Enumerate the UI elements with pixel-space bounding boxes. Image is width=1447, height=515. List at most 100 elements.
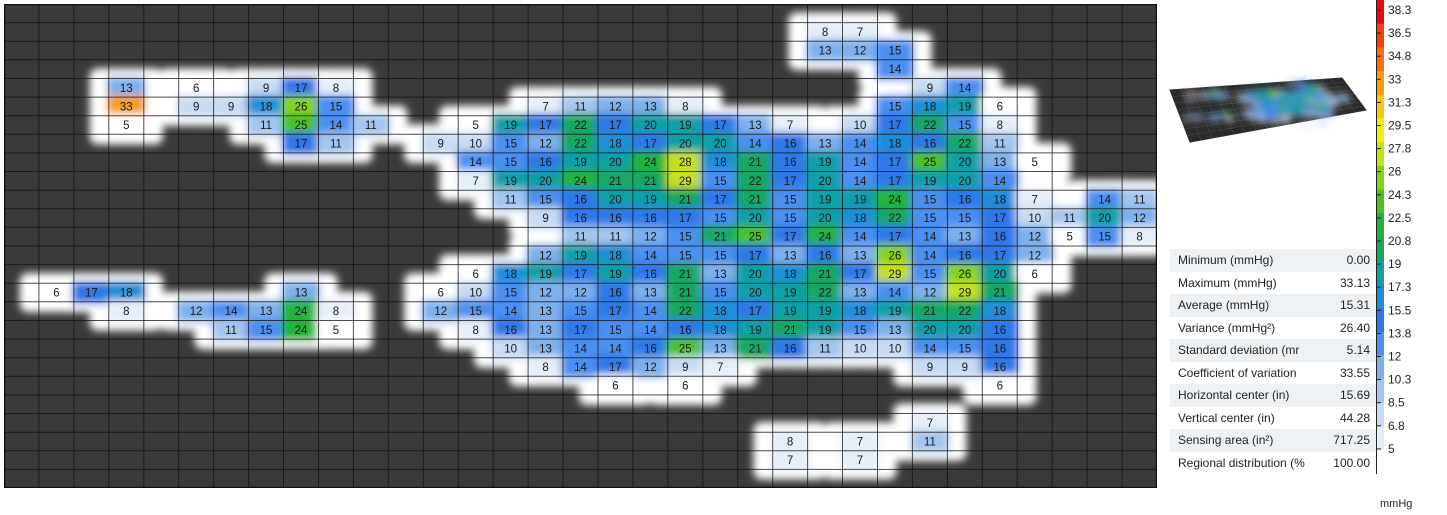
preview-blob bbox=[1284, 95, 1291, 99]
heat-cell bbox=[595, 374, 635, 397]
heat-cell bbox=[805, 244, 845, 267]
preview-blob bbox=[1326, 108, 1333, 112]
preview-blob bbox=[1241, 113, 1248, 117]
preview-blob bbox=[1299, 107, 1306, 111]
cell-value-label: 25 bbox=[295, 120, 308, 132]
preview-blob bbox=[1277, 106, 1284, 110]
cell-value-label: 19 bbox=[749, 325, 762, 337]
preview-blob bbox=[1259, 119, 1266, 123]
cell-value-label: 16 bbox=[574, 194, 587, 206]
cell-value-label: 11 bbox=[260, 120, 272, 132]
cell-value-label: 26 bbox=[958, 269, 971, 281]
heat-cell bbox=[630, 95, 670, 118]
cell-value-label: 9 bbox=[228, 101, 234, 113]
cell-value-label: 11 bbox=[819, 343, 831, 355]
preview-blob bbox=[1282, 91, 1289, 95]
cell-value-label: 16 bbox=[993, 343, 1006, 355]
preview-blob bbox=[1298, 79, 1305, 83]
cell-value-label: 19 bbox=[819, 306, 832, 318]
cell-value-label: 11 bbox=[1064, 213, 1076, 225]
preview-blob bbox=[1337, 97, 1344, 101]
preview-blob bbox=[1290, 111, 1297, 115]
cell-value-label: 12 bbox=[923, 288, 936, 300]
cell-value-label: 14 bbox=[644, 306, 657, 318]
preview-blob bbox=[1249, 90, 1256, 94]
preview-blob bbox=[1288, 94, 1295, 98]
heat-cell bbox=[840, 206, 880, 230]
preview-blob bbox=[1287, 106, 1294, 110]
preview-blob bbox=[1253, 102, 1260, 106]
heat-cell bbox=[735, 150, 775, 174]
cell-value-label: 20 bbox=[749, 269, 762, 281]
cell-value-label: 24 bbox=[295, 306, 308, 318]
heat-cell bbox=[735, 225, 775, 248]
heat-cell bbox=[805, 132, 845, 155]
cell-value-label: 17 bbox=[749, 306, 762, 318]
preview-blob bbox=[1263, 97, 1270, 101]
cell-value-label: 17 bbox=[644, 139, 657, 151]
preview-blob bbox=[1266, 105, 1273, 109]
heat-cell bbox=[665, 337, 705, 360]
stat-row: Average (mmHg) 15.31 bbox=[1170, 294, 1376, 317]
cell-value-label: 14 bbox=[469, 157, 482, 169]
preview-blob bbox=[1285, 117, 1292, 121]
cell-value-label: 9 bbox=[263, 83, 269, 95]
heat-cell bbox=[980, 188, 1020, 211]
cell-value-label: 16 bbox=[574, 213, 587, 225]
cell-value-label: 7 bbox=[787, 120, 793, 132]
cell-value-label: 21 bbox=[749, 194, 762, 206]
heat-cell bbox=[1120, 188, 1157, 211]
heat-cell bbox=[840, 39, 880, 62]
cell-value-label: 17 bbox=[993, 250, 1006, 262]
colorbar-band bbox=[1376, 402, 1384, 428]
cell-value-label: 8 bbox=[997, 120, 1003, 132]
heat-cell bbox=[526, 132, 566, 155]
cell-value-label: 21 bbox=[923, 306, 936, 318]
3d-preview-thumbnail[interactable] bbox=[1166, 70, 1370, 156]
heat-cell bbox=[1015, 188, 1055, 211]
heat-cell bbox=[840, 132, 880, 155]
heat-cell bbox=[526, 262, 566, 286]
cell-value-label: 18 bbox=[854, 213, 867, 225]
heat-cell bbox=[630, 262, 670, 286]
heat-cell bbox=[980, 244, 1020, 267]
cell-value-label: 10 bbox=[504, 343, 517, 355]
cell-value-label: 15 bbox=[714, 250, 727, 262]
cell-value-label: 12 bbox=[1133, 213, 1146, 225]
cell-value-label: 6 bbox=[472, 269, 478, 281]
heat-cell bbox=[665, 262, 705, 286]
heat-cell bbox=[945, 262, 985, 286]
heat-cell bbox=[945, 244, 985, 267]
heat-cell bbox=[980, 132, 1020, 155]
preview-blob bbox=[1260, 90, 1267, 94]
heat-cell bbox=[456, 150, 496, 174]
cell-value-label: 7 bbox=[717, 362, 723, 374]
cell-value-label: 14 bbox=[958, 83, 971, 95]
heat-cell bbox=[875, 150, 915, 174]
preview-blob bbox=[1255, 91, 1262, 95]
cell-value-label: 18 bbox=[923, 101, 936, 113]
preview-blob bbox=[1262, 95, 1269, 99]
preview-blob bbox=[1293, 93, 1300, 97]
cell-value-label: 12 bbox=[539, 288, 552, 300]
heat-cell bbox=[735, 318, 775, 342]
cell-value-label: 5 bbox=[1032, 157, 1038, 169]
preview-blob bbox=[1301, 100, 1308, 104]
cell-value-label: 8 bbox=[472, 325, 478, 337]
preview-blob bbox=[1215, 114, 1222, 118]
preview-blob bbox=[1322, 114, 1329, 118]
preview-blob bbox=[1275, 117, 1282, 121]
stat-value: 33.55 bbox=[1339, 365, 1370, 380]
heat-cell bbox=[735, 299, 775, 323]
preview-blob bbox=[1272, 90, 1279, 94]
heat-cell bbox=[735, 132, 775, 155]
preview-blob bbox=[1216, 116, 1223, 120]
preview-blob bbox=[1294, 109, 1301, 113]
heat-cell bbox=[840, 169, 880, 193]
colorbar-band bbox=[1376, 165, 1384, 191]
cell-value-label: 17 bbox=[609, 306, 622, 318]
colorbar-tick-label: 31.3 bbox=[1388, 95, 1412, 109]
cell-value-label: 12 bbox=[644, 232, 657, 244]
cell-value-label: 29 bbox=[679, 176, 692, 188]
cell-value-label: 12 bbox=[539, 250, 552, 262]
